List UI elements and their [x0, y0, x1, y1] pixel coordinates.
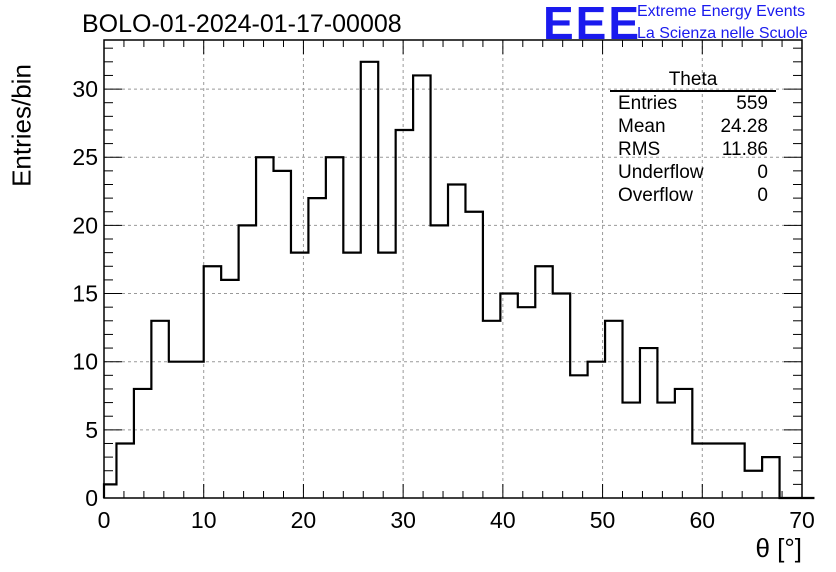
x-tick-label: 20 — [291, 507, 317, 533]
stats-row-mean: Mean 24.28 — [610, 115, 776, 138]
eee-logo: EEE — [543, 0, 642, 49]
y-tick-label: 10 — [72, 349, 98, 375]
stats-label: Overflow — [618, 185, 693, 206]
y-tick-label: 0 — [85, 485, 98, 511]
x-tick-label: 60 — [689, 507, 715, 533]
stats-value: 24.28 — [720, 116, 768, 137]
stats-value: 0 — [757, 185, 768, 206]
stats-label: Underflow — [618, 162, 704, 183]
logo-line-2: La Scienza nelle Scuole — [637, 25, 808, 42]
stats-row-underflow: Underflow 0 — [610, 161, 776, 184]
y-tick-label: 25 — [72, 144, 98, 170]
stats-value: 0 — [757, 162, 768, 183]
histogram-line — [102, 60, 815, 500]
stats-row-overflow: Overflow 0 — [610, 184, 776, 207]
stats-row-entries: Entries 559 — [610, 92, 776, 115]
stats-title: Theta — [610, 70, 776, 92]
x-tick-label: 70 — [789, 507, 815, 533]
x-tick-label: 10 — [191, 507, 217, 533]
y-tick-label: 30 — [72, 76, 98, 102]
chart-title: BOLO-01-2024-01-17-00008 — [82, 10, 402, 38]
y-tick-label: 20 — [72, 212, 98, 238]
x-axis-label: θ [°] — [755, 533, 802, 563]
x-tick-label: 40 — [490, 507, 516, 533]
stats-label: Mean — [618, 116, 666, 137]
stats-box: Theta Entries 559 Mean 24.28 RMS 11.86 U… — [610, 70, 776, 207]
x-tick-label: 50 — [590, 507, 616, 533]
stats-row-rms: RMS 11.86 — [610, 138, 776, 161]
stats-label: Entries — [618, 93, 678, 114]
x-tick-label: 0 — [98, 507, 111, 533]
stats-value: 559 — [736, 93, 768, 114]
x-tick-label: 30 — [390, 507, 416, 533]
stats-label: RMS — [618, 139, 661, 160]
plot-frame — [103, 39, 803, 499]
logo-line-1: Extreme Energy Events — [637, 3, 806, 20]
stats-value: 11.86 — [721, 139, 768, 160]
y-tick-label: 5 — [85, 417, 98, 443]
y-tick-label: 15 — [72, 281, 98, 307]
y-axis-label: Entries/bin — [6, 64, 37, 187]
